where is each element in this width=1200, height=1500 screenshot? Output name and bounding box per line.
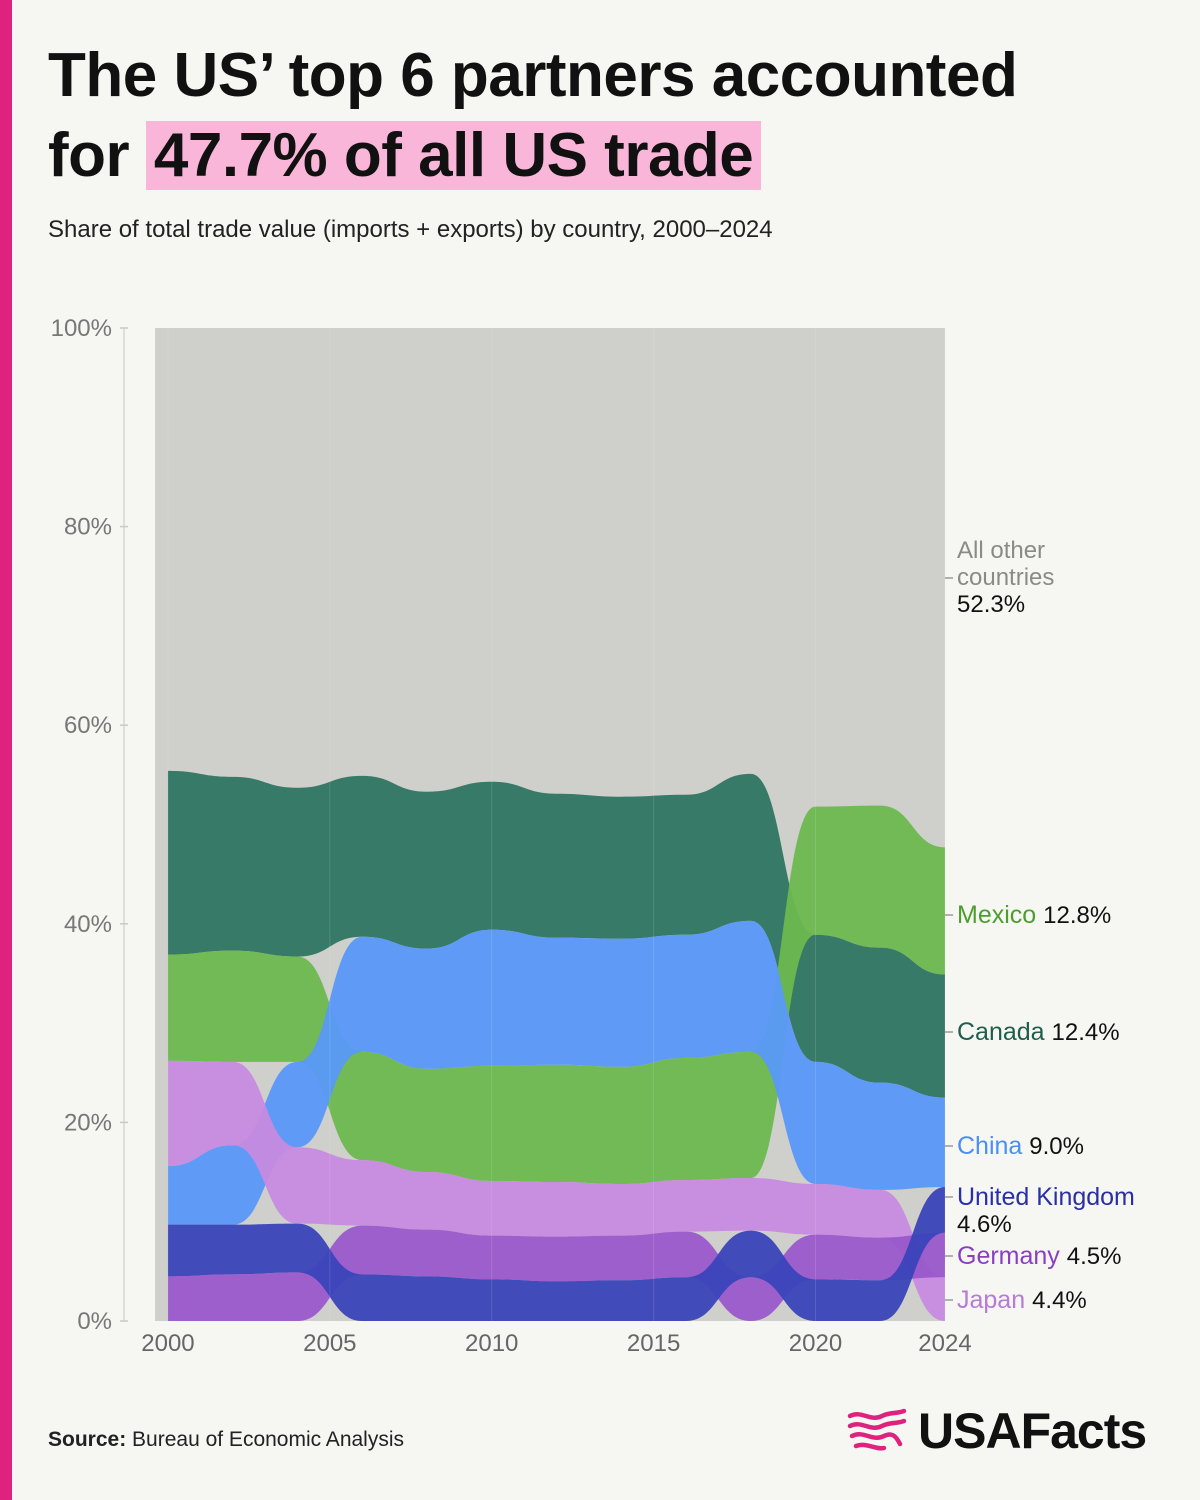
title-for-word: for xyxy=(48,121,130,190)
chart-subtitle: Share of total trade value (imports + ex… xyxy=(48,216,773,243)
band-canada xyxy=(167,770,946,1098)
title-line-1: The US’ top 6 partners accounted xyxy=(48,41,1018,110)
x-tick-label: 2020 xyxy=(789,1330,842,1357)
band-mexico xyxy=(167,805,946,1184)
end-label-germany: Germany 4.5% xyxy=(957,1242,1121,1270)
end-label-china-value: 9.0% xyxy=(1029,1133,1084,1160)
y-tick-label: 60% xyxy=(64,712,112,739)
title-highlight: 47.7% of all US trade xyxy=(145,121,762,190)
source-text: Bureau of Economic Analysis xyxy=(132,1428,405,1451)
end-label-mexico-value: 12.8% xyxy=(1043,902,1111,929)
end-label-germany-name: Germany xyxy=(957,1242,1067,1270)
y-tick-label: 80% xyxy=(64,514,112,541)
end-label-all-other-name-1: All other xyxy=(957,537,1045,564)
y-tick-label: 100% xyxy=(51,315,112,342)
end-label-mexico-name: Mexico xyxy=(957,901,1043,929)
end-label-united-kingdom-value: 4.6% xyxy=(957,1211,1012,1238)
end-label-canada: Canada 12.4% xyxy=(957,1018,1120,1046)
end-label-all-other-value: 52.3% xyxy=(957,591,1025,618)
band-germany xyxy=(167,1225,946,1321)
y-tick-label: 20% xyxy=(64,1109,112,1136)
y-tick-label: 40% xyxy=(64,911,112,938)
end-label-canada-value: 12.4% xyxy=(1052,1019,1120,1046)
flag-logo-icon xyxy=(847,1408,907,1451)
x-tick-label: 2024 xyxy=(918,1330,971,1357)
x-tick-label: 2010 xyxy=(465,1330,518,1357)
end-label-germany-value: 4.5% xyxy=(1067,1243,1122,1270)
end-label-china-name: China xyxy=(957,1132,1029,1160)
end-label-mexico: Mexico 12.8% xyxy=(957,901,1111,929)
end-label-china: China 9.0% xyxy=(957,1132,1084,1160)
end-label-all-other-name-2: countries xyxy=(957,564,1054,591)
end-label-japan-name: Japan xyxy=(957,1286,1032,1314)
source-label: Source: xyxy=(48,1428,127,1451)
brand-name: USAFacts xyxy=(918,1403,1147,1459)
end-label-japan-value: 4.4% xyxy=(1032,1287,1087,1314)
x-tick-label: 2015 xyxy=(627,1330,680,1357)
end-label-canada-name: Canada xyxy=(957,1018,1052,1046)
brand-logo: USAFacts xyxy=(846,1400,1147,1462)
accent-bar xyxy=(0,0,12,1500)
y-tick-label: 0% xyxy=(77,1308,112,1335)
page-title: The US’ top 6 partners accounted for 47.… xyxy=(48,36,1158,196)
trade-share-chart: 0% 20% 40% 60% 80% 100% 2000 2005 2010 2015 2020 20… xyxy=(51,315,1135,1357)
band-japan xyxy=(167,1060,946,1321)
band-china xyxy=(167,920,946,1225)
x-tick-label: 2000 xyxy=(141,1330,194,1357)
band-united-kingdom xyxy=(167,1186,946,1321)
x-tick-label: 2005 xyxy=(303,1330,356,1357)
end-label-japan: Japan 4.4% xyxy=(957,1286,1087,1314)
source-note: Source: Bureau of Economic Analysis xyxy=(48,1428,404,1452)
end-label-united-kingdom-name: United Kingdom xyxy=(957,1183,1135,1211)
